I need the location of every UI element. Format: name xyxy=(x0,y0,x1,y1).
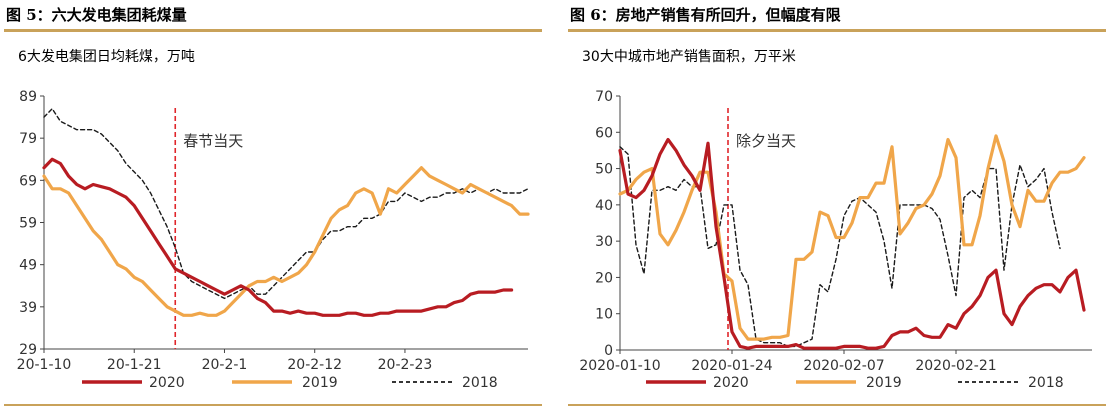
event-annotation: 除夕当天 xyxy=(736,132,796,150)
legend-label-2018: 2018 xyxy=(462,375,498,391)
unit-label: 6大发电集团日均耗煤，万吨 xyxy=(18,49,195,65)
x-tick-label: 2020-02-21 xyxy=(915,358,996,374)
y-tick-label: 49 xyxy=(19,258,37,274)
y-tick-label: 39 xyxy=(19,300,37,316)
coal-line-chart: 29 39 49 59 69 79 89 20-1-10 20-1-21 20-2-1 20-2-1… xyxy=(17,89,530,391)
legend-label-2019: 2019 xyxy=(302,375,338,391)
x-tick-label: 20-1-10 xyxy=(17,357,72,373)
y-tick-label: 59 xyxy=(19,216,37,232)
event-annotation: 春节当天 xyxy=(183,132,243,150)
y-tick-label: 0 xyxy=(604,343,613,359)
y-tick-label: 20 xyxy=(595,270,613,286)
panel-property-sales: 图 6：房地产销售有所回升，但幅度有限 30大中城市地产销售面积，万平米 0 10… xyxy=(568,0,1106,412)
y-tick-label: 29 xyxy=(19,342,37,358)
y-tick-label: 79 xyxy=(19,131,37,147)
legend-label-2020: 2020 xyxy=(713,375,749,391)
y-tick-label: 69 xyxy=(19,173,37,189)
x-tick-label: 2020-01-10 xyxy=(579,358,660,374)
x-tick-label: 20-1-21 xyxy=(107,357,162,373)
series-line-2019 xyxy=(618,134,1086,341)
panel-coal-consumption: 图 5：六大发电集团耗煤量 6大发电集团日均耗煤，万吨 29 39 49 59 69 79… xyxy=(4,0,542,412)
legend-label-2018: 2018 xyxy=(1028,375,1064,391)
bottom-divider xyxy=(4,404,542,406)
series-line-2020 xyxy=(618,137,1086,350)
y-tick-label: 70 xyxy=(595,89,613,105)
y-tick-label: 30 xyxy=(595,234,613,250)
y-tick-label: 40 xyxy=(595,198,613,214)
unit-label: 30大中城市地产销售面积，万平米 xyxy=(582,49,796,65)
panel-title: 图 5：六大发电集团耗煤量 xyxy=(6,6,187,24)
x-tick-label: 20-2-23 xyxy=(378,357,433,373)
series-line-2019 xyxy=(42,166,530,317)
title-divider xyxy=(568,29,1106,32)
legend-label-2020: 2020 xyxy=(149,375,185,391)
x-tick-label: 2020-01-24 xyxy=(691,358,772,374)
y-tick-label: 60 xyxy=(595,125,613,141)
x-tick-label: 20-2-12 xyxy=(287,357,342,373)
y-tick-label: 10 xyxy=(595,307,613,323)
series-line-2018 xyxy=(619,146,1061,348)
legend-label-2019: 2019 xyxy=(866,375,902,391)
x-tick-label: 2020-02-07 xyxy=(803,358,884,374)
x-tick-label: 20-2-1 xyxy=(202,357,248,373)
y-tick-label: 50 xyxy=(595,162,613,178)
bottom-divider xyxy=(568,404,1106,406)
property-line-chart: 0 10 20 30 40 50 60 70 2020-01-10 2020-01-24 2020-… xyxy=(579,89,1092,391)
y-tick-label: 89 xyxy=(19,89,37,105)
title-divider xyxy=(4,29,542,32)
panel-title: 图 6：房地产销售有所回升，但幅度有限 xyxy=(570,6,841,24)
series-line-2020 xyxy=(42,157,514,317)
series-line-2018 xyxy=(43,107,529,300)
